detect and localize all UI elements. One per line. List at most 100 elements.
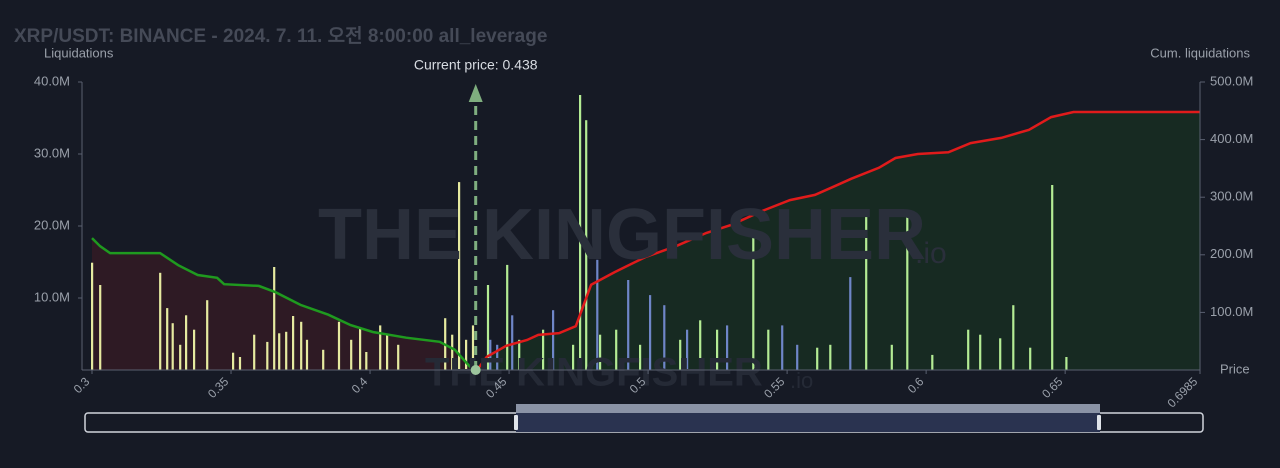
bar [300,321,303,370]
bar [796,344,799,370]
bar [596,259,599,370]
bar [91,262,94,370]
watermark: THE KINGFISHER [425,351,763,395]
bar [979,334,982,370]
bar [781,325,784,370]
bar [967,329,970,370]
bar [278,333,281,370]
bar [890,344,893,370]
bar [285,331,288,370]
bar [322,349,325,370]
bar [999,338,1002,370]
bar [99,285,102,370]
cumulative-area [477,112,1201,370]
bar [552,310,555,370]
cumulative-line [476,110,1200,371]
bar [767,329,770,370]
bar [579,95,582,370]
bar [166,308,169,370]
bar [627,280,630,370]
annotation: Current price: 0.438 [414,57,538,73]
bar [716,329,719,370]
watermark-suffix: .io [790,368,813,393]
bar [1029,347,1032,370]
bar [1051,185,1054,370]
range-slider[interactable] [84,404,1204,433]
x-axis-label: Price [1220,361,1250,376]
y2-tick-label: 500.0M [1210,73,1253,88]
bar [649,295,652,370]
bar [599,334,602,370]
bar [849,277,852,370]
bar [451,334,454,370]
bar [397,344,400,370]
bar [542,329,545,370]
bar [350,339,353,370]
y2-tick-label: 400.0M [1210,131,1253,146]
bar [699,320,702,370]
slider-handle[interactable] [1097,415,1101,430]
slider-bar[interactable] [516,404,1100,413]
bar [572,344,575,370]
bar [686,329,689,370]
bar [365,352,368,370]
bar [292,316,295,370]
slider-handle[interactable] [514,415,518,430]
current-price-dot [470,365,481,375]
current-price-arrow [468,84,483,102]
bar [679,339,682,370]
plot [91,95,1201,371]
bar [931,354,934,370]
bar [359,328,362,370]
bar [266,341,269,370]
bar [906,210,909,370]
bar [253,334,256,370]
bar [865,215,868,370]
bar [585,120,588,370]
y-tick-label: 30.0M [34,145,70,160]
bar [663,305,666,370]
bar [518,339,521,370]
y2-tick-label: 200.0M [1210,246,1253,261]
y-tick-label: 20.0M [34,217,70,232]
bar [511,315,514,370]
watermark-suffix: .io [915,237,947,270]
bar [305,339,309,370]
y2-axis-label: Cum. liquidations [1150,45,1250,60]
bar [206,300,209,370]
y2-tick-label: 100.0M [1210,304,1253,319]
bar [506,264,509,370]
bar [171,323,174,370]
watermark: THE KINGFISHER [318,195,926,275]
bar [1065,357,1068,370]
slider-selection[interactable] [516,413,1100,432]
chart-title: XRP/USDT: BINANCE - 2024. 7. 11. 오전 8:00… [14,25,547,47]
bar [193,329,196,370]
bar [337,321,341,370]
y-axis-label: Liquidations [44,45,114,60]
watermark-group: THE KINGFISHER .io THE KINGFISHER .io [318,195,947,395]
bar [752,236,755,370]
bar [273,267,276,370]
bar [726,325,729,370]
bar [465,339,468,370]
bar [471,325,475,370]
y-tick-label: 40.0M [34,73,70,88]
bar [829,344,832,370]
bar [159,272,162,370]
bar [386,334,389,370]
bar [615,329,618,370]
bar [238,357,242,370]
y-tick-label: 10.0M [34,289,70,304]
bar [379,325,382,370]
bar [458,182,461,370]
cumulative-line [91,237,474,371]
bar [185,315,188,370]
bar [1012,305,1015,370]
bar [639,344,642,370]
y2-tick-label: 300.0M [1210,189,1253,204]
bar [496,344,499,370]
bar [816,347,819,370]
